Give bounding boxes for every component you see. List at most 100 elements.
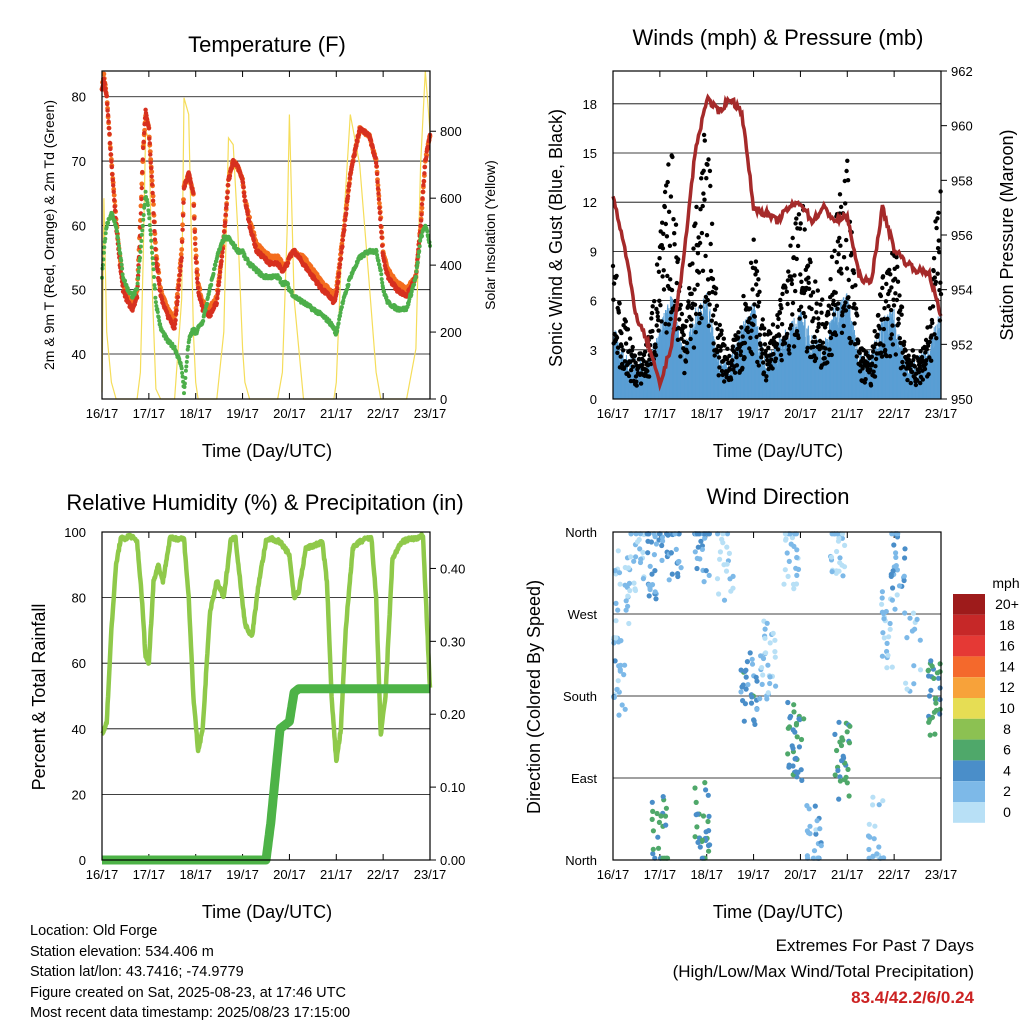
gust-point [797,316,802,321]
wind-direction-point [623,607,629,613]
gust-point [722,379,727,384]
gust-point [738,349,744,354]
gust-point [912,364,917,369]
gust-point [905,377,910,383]
dewpoint-2m-point [148,228,153,233]
wind-direction-point [697,556,703,562]
temp-2m-point [338,256,344,261]
temp-2m-point [350,162,355,168]
wind-direction-point [749,661,756,667]
gust-point [698,207,703,212]
gust-point [691,345,697,350]
temp-2m-point [356,132,361,137]
gust-point [895,264,900,269]
gust-point [734,363,740,368]
gust-point [936,210,941,215]
gust-point [759,347,764,352]
x-tick-label: 18/17 [179,867,212,882]
wind-direction-point [649,816,655,823]
wind-direction-point [791,543,797,550]
dewpoint-2m-point [378,268,383,273]
wind-direction-point [655,845,662,851]
temp-2m-point [193,255,198,261]
dewpoint-2m-point [140,228,145,233]
temp-2m-point [112,197,117,203]
wind-direction-point [793,581,800,587]
wind-direction-point [653,541,660,547]
gust-point [877,326,882,331]
temp-2m-point [251,238,256,243]
dewpoint-2m-point [207,289,212,294]
dewpoint-2m-point [157,318,162,323]
gust-point [896,321,901,326]
winds-panel: Winds (mph) & Pressure (mb) 16/17 17/17 18… [546,25,1017,461]
temp-2m-point [217,275,222,280]
temp-2m-point [108,146,113,152]
gust-point [684,318,689,324]
temp-2m-point [193,241,198,246]
gust-point [773,356,779,361]
wind-direction-point [754,678,760,684]
wind-direction-point [798,736,805,743]
gust-point [811,344,816,350]
gust-point [758,342,763,348]
temperature-panel: Temperature (F) 16/17 17/17 18/17 19/17 20/1… [41,32,498,461]
temp-2m-point [339,250,344,255]
wind-direction-point [612,658,618,664]
temp-2m-point [250,233,256,238]
temp-2m-point [147,136,152,141]
temp-2m-point [347,181,352,187]
gust-point [714,303,720,308]
dewpoint-2m-point [212,266,217,271]
gust-point [698,304,703,309]
gust-point [663,221,668,227]
temp-2m-point [378,217,383,222]
dewpoint-2m-point [103,236,108,241]
dewpoint-2m-point [118,251,123,256]
humidity-ylabel-left: Percent & Total Rainfall [29,604,49,791]
gust-point [885,316,890,322]
gust-point [786,343,792,349]
wind-direction-point [663,805,670,811]
gust-point [798,272,803,277]
dewpoint-2m-point [336,321,341,326]
gust-point [927,355,932,360]
temp-2m-point [152,229,157,234]
temp-2m-point [379,229,384,235]
gust-point [746,319,751,325]
wind-direction-point [702,535,708,541]
gust-point [844,237,849,243]
gust-point [654,306,659,312]
temp-2m-point [139,196,144,202]
wind-direction-point [757,696,763,702]
gust-point [621,348,626,353]
x-tick-label: 23/17 [925,406,958,421]
gust-point [638,381,644,386]
dewpoint-2m-point [203,308,208,312]
wind-direction-point [650,828,657,834]
x-tick-label: 19/17 [737,406,770,421]
temp-2m-point [146,126,152,131]
dewpoint-2m-point [145,197,149,202]
wind-direction-point [724,544,730,550]
dewpoint-2m-point [156,315,161,320]
gust-point [896,316,901,322]
gust-point [724,357,730,362]
gust-point [727,353,732,359]
gust-point [784,289,789,294]
gust-point [630,364,636,369]
gust-point [735,335,741,340]
gust-point [672,231,677,236]
temp-2m-point [368,138,374,143]
temp-2m-point [377,210,383,216]
gust-point [695,251,701,256]
temp-2m-point [253,243,258,249]
dewpoint-2m-point [104,225,109,230]
gust-point [727,367,733,372]
x-tick-label: 23/17 [414,867,447,882]
gust-point [918,349,923,354]
wind-direction-point [760,655,767,662]
wind-direction-point [726,550,733,557]
gust-point [790,300,796,306]
gust-point [878,293,884,299]
